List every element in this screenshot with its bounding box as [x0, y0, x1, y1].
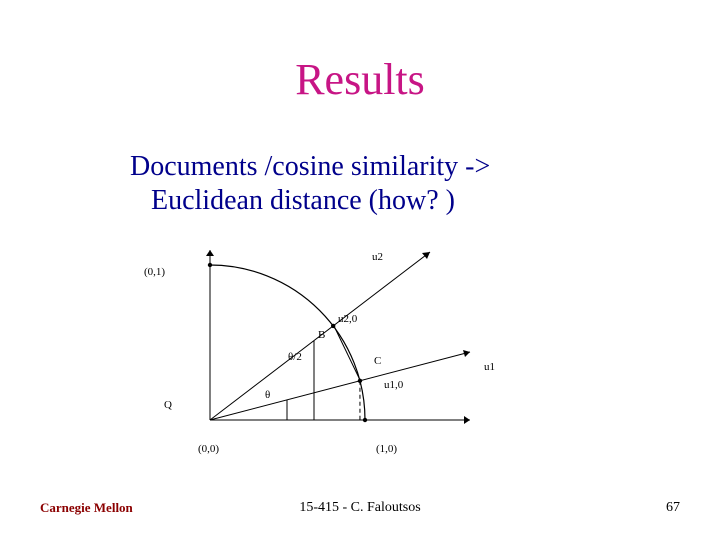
svg-text:C: C [374, 355, 381, 367]
slide: Results Documents /cosine similarity -> … [0, 0, 720, 540]
subtitle-line2: Euclidean distance (how? ) [151, 185, 455, 216]
svg-text:u1,0: u1,0 [384, 379, 404, 391]
svg-text:Q: Q [164, 399, 172, 411]
subtitle-line1: Documents /cosine similarity -> [130, 151, 490, 182]
svg-text:(1,0): (1,0) [376, 443, 397, 455]
svg-text:θ: θ [265, 389, 270, 401]
slide-subtitle: Documents /cosine similarity -> Euclidea… [130, 150, 630, 217]
svg-text:u2: u2 [372, 251, 383, 263]
svg-text:u1: u1 [484, 361, 495, 373]
svg-text:θ/2: θ/2 [288, 351, 302, 363]
footer-center: 15-415 - C. Faloutsos [0, 500, 720, 516]
cosine-diagram: (0,1) (0,0) (1,0) Qu2 u2,0 B Cu1 u1,0 θ θ/2 [90, 230, 570, 460]
svg-text:u2,0: u2,0 [338, 313, 358, 325]
svg-text:(0,0): (0,0) [198, 443, 219, 455]
diagram-svg: (0,1) (0,0) (1,0) Qu2 u2,0 B Cu1 u1,0 θ θ/2 [90, 230, 570, 460]
footer-page-number: 67 [666, 500, 680, 516]
svg-text:(0,1): (0,1) [144, 266, 165, 278]
slide-title: Results [0, 54, 720, 105]
svg-text:B: B [318, 329, 325, 341]
